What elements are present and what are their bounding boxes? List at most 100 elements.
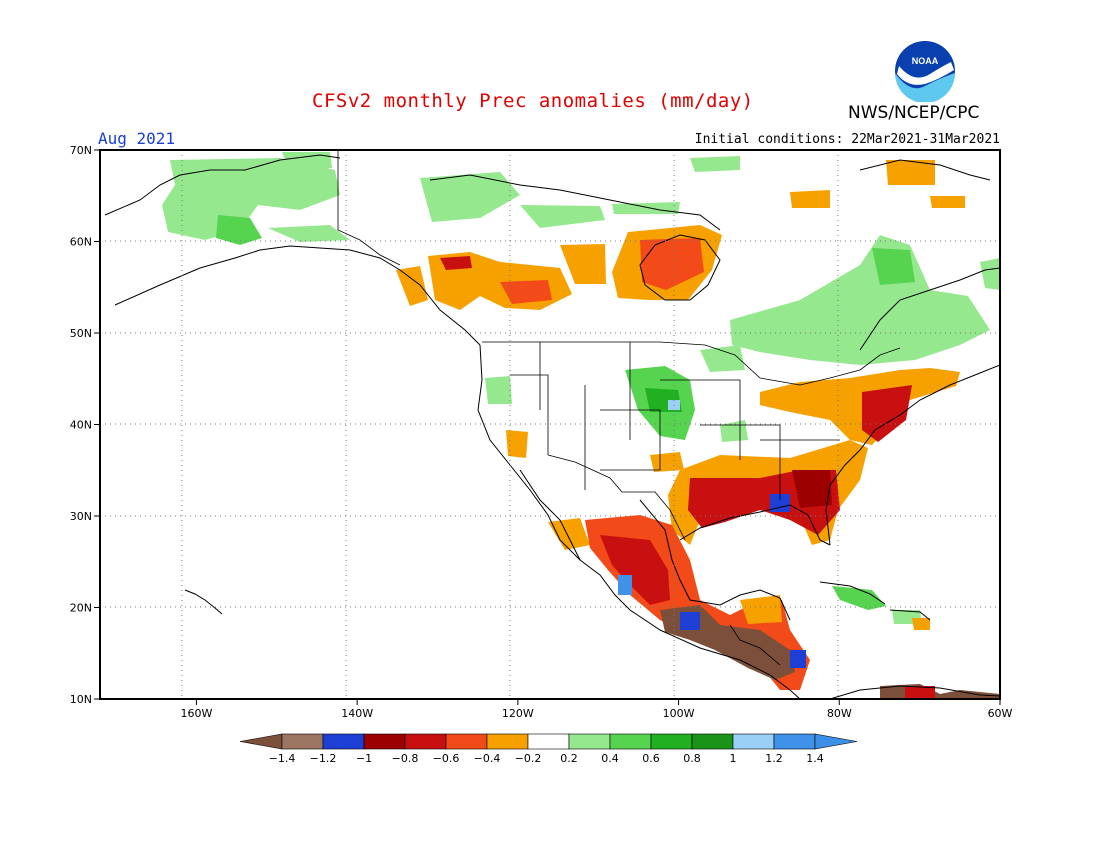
dry-region-bc-coast [396, 266, 428, 306]
coastline-baja [519, 469, 581, 561]
colorbar-label: −1 [356, 752, 372, 765]
lon-tick-label: 120W [502, 707, 534, 720]
wet-region-great-basin [485, 376, 512, 404]
wet-region-alaska [162, 158, 340, 240]
colorbar-arrow-low [239, 733, 283, 750]
logo-text: NOAA [912, 56, 939, 66]
coastline-east-us [825, 364, 1000, 546]
lat-tick-label: 30N [70, 510, 92, 523]
lon-tick-label: 80W [827, 707, 852, 720]
colorbar-swatch [404, 733, 447, 750]
colorbar-label: −1.2 [310, 752, 337, 765]
wet-region-eastern-canada [730, 235, 990, 365]
colorbar-swatch [650, 733, 693, 750]
colorbar-label: 0.8 [683, 752, 701, 765]
wet-region-arctic-3 [612, 202, 680, 214]
colorbar-swatch [363, 733, 406, 750]
coastline-alaska [104, 154, 341, 216]
colorbar-label: −1.4 [269, 752, 296, 765]
colorbar-swatch [527, 733, 570, 750]
dry-region-baffin [790, 190, 830, 208]
colorbar-swatch [609, 733, 652, 750]
wet-region-arctic-4 [690, 156, 740, 172]
noaa-logo-icon: NOAA [895, 41, 955, 102]
wet-region-yukon [282, 152, 332, 170]
border-states-5 [700, 424, 781, 500]
colorbar: −1.4 −1.2 −1 −0.8 −0.6 −0.4 −0.2 0.2 0.4 0.6 0.8 1 1… [239, 733, 858, 765]
border-alaska-canada [337, 150, 401, 266]
lon-tick-label: 100W [663, 707, 695, 720]
lat-tick-label: 50N [70, 327, 92, 340]
wet-region-caribbean [832, 586, 886, 610]
border-central-america [729, 624, 781, 666]
dry-region-mexico-core [600, 535, 670, 605]
colorbar-label: 1.2 [765, 752, 783, 765]
dry-region-greenland-2 [930, 196, 965, 208]
gridlines [100, 150, 1000, 699]
border-states-1 [510, 374, 549, 455]
colorbar-swatch [281, 733, 324, 750]
colorbar-label: −0.2 [515, 752, 542, 765]
dry-region-puerto-rico [912, 618, 930, 630]
chart-title: CFSv2 monthly Prec anomalies (mm/day) [312, 90, 754, 112]
colorbar-label: −0.6 [433, 752, 460, 765]
lat-tick-label: 40N [70, 419, 92, 432]
wet-spot-mexico-1 [680, 612, 700, 630]
dry-region-hudson-bay-core [640, 238, 704, 290]
coastline-cuba [819, 581, 886, 605]
dry-region-bc-core [440, 256, 472, 270]
lon-tick-label: 140W [341, 707, 373, 720]
wet-region-alaska-core [216, 215, 262, 245]
lat-tick-label: 20N [70, 602, 92, 615]
wet-spot-mexico-2 [618, 575, 632, 595]
colorbar-swatch [691, 733, 734, 750]
wet-region-arctic-canada [420, 172, 520, 222]
colorbar-arrow-high [814, 733, 858, 750]
anomaly-field [162, 152, 1000, 699]
coastlines [104, 154, 1000, 699]
colorbar-label: 1.4 [806, 752, 824, 765]
colorbar-label: 1 [730, 752, 737, 765]
dry-region-carolinas-core [792, 470, 832, 508]
dry-region-california [506, 430, 528, 458]
lon-tick-label: 60W [988, 707, 1013, 720]
colorbar-label: 0.4 [601, 752, 619, 765]
lat-tick-label: 10N [70, 693, 92, 706]
wet-spot-honduras [790, 650, 806, 668]
dry-region-greenland [886, 160, 935, 185]
colorbar-swatch [773, 733, 816, 750]
colorbar-swatch [568, 733, 611, 750]
latitude-tick-labels: 70N 60N 50N 40N 30N 20N 10N [70, 144, 100, 706]
dry-region-us-northeast [760, 368, 960, 445]
coastline-hispaniola [889, 609, 931, 621]
coastline-gulf-north [679, 504, 831, 546]
lon-tick-label: 160W [180, 707, 212, 720]
wet-region-alaska-south [268, 225, 350, 242]
dry-region-baja [548, 518, 590, 550]
coastline-alaska-south [114, 245, 481, 346]
dry-region-south-america-2 [905, 686, 935, 699]
dry-region-northeast-core [862, 385, 912, 442]
agency-label: NWS/NCEP/CPC [848, 103, 980, 123]
wet-region-ohio-valley [720, 420, 748, 442]
colorbar-swatch [445, 733, 488, 750]
colorbar-swatch [732, 733, 775, 750]
coastline-south-america [829, 685, 1000, 699]
lat-tick-label: 60N [70, 236, 92, 249]
colorbar-label: −0.8 [392, 752, 419, 765]
initial-conditions: Initial conditions: 22Mar2021-31Mar2021 [694, 132, 1000, 147]
colorbar-label: 0.6 [642, 752, 660, 765]
border-us-mexico [547, 454, 686, 541]
dry-region-yucatan [740, 595, 782, 624]
dry-region-alberta [560, 244, 606, 284]
coastline-hawaii [184, 589, 223, 615]
wet-region-eastern-canada-core [872, 248, 915, 285]
coastline-gulf [639, 499, 791, 621]
coastline-west-us [477, 344, 801, 699]
coastline-hudson-bay [639, 234, 721, 301]
colorbar-label: 0.2 [560, 752, 578, 765]
political-borders [337, 150, 901, 666]
wet-spot-gulf [770, 494, 790, 512]
longitude-tick-labels: 160W 140W 120W 100W 80W 60W [180, 699, 1013, 720]
forecast-month: Aug 2021 [98, 129, 176, 148]
